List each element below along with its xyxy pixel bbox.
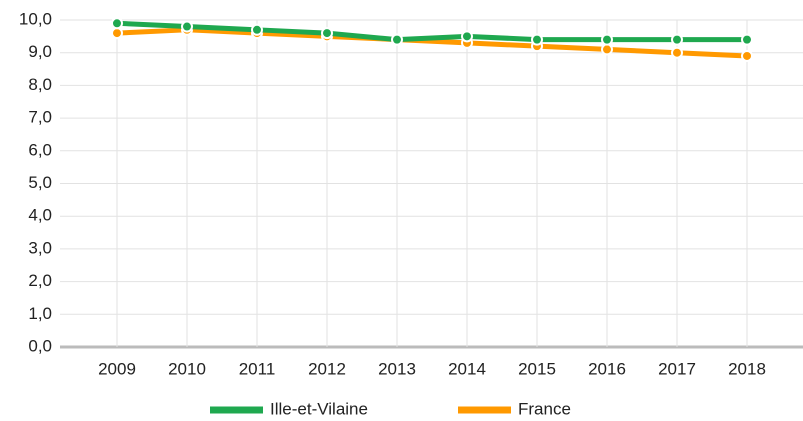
y-tick-label: 5,0: [28, 173, 52, 192]
data-point: [671, 46, 683, 59]
y-tick-label: 10,0: [19, 9, 52, 28]
y-tick-label: 0,0: [28, 336, 52, 355]
data-point: [741, 33, 753, 46]
series-line: [116, 27, 748, 59]
y-tick-label: 1,0: [28, 304, 52, 323]
x-tick-label: 2016: [588, 359, 626, 378]
x-tick-label: 2018: [728, 359, 766, 378]
y-tick-label: 4,0: [28, 206, 52, 225]
x-tick-label: 2014: [448, 359, 486, 378]
data-point: [251, 23, 263, 36]
data-point: [671, 33, 683, 46]
x-tick-label: 2011: [239, 359, 276, 378]
x-tick-label: 2012: [308, 359, 346, 378]
legend-label: France: [518, 399, 571, 418]
data-point: [741, 49, 753, 62]
series-line: [116, 20, 747, 43]
data-point: [111, 27, 123, 40]
data-point: [601, 33, 613, 46]
x-tick-label: 2017: [658, 359, 696, 378]
data-point: [601, 43, 613, 56]
y-tick-label: 2,0: [28, 271, 52, 290]
y-tick-label: 6,0: [28, 140, 52, 159]
x-tick-label: 2015: [518, 359, 556, 378]
y-tick-label: 3,0: [28, 238, 52, 257]
legend-label: Ille-et-Vilaine: [270, 399, 368, 418]
data-point: [531, 33, 543, 46]
data-point: [321, 27, 333, 40]
y-tick-label: 7,0: [28, 108, 52, 127]
data-point: [181, 20, 193, 33]
y-tick-label: 8,0: [28, 75, 52, 94]
x-tick-label: 2009: [98, 359, 136, 378]
y-tick-label: 9,0: [28, 42, 52, 61]
data-point: [391, 33, 403, 46]
x-tick-label: 2010: [168, 359, 206, 378]
data-point: [461, 30, 473, 43]
x-tick-label: 2013: [378, 359, 416, 378]
data-point: [111, 17, 123, 30]
